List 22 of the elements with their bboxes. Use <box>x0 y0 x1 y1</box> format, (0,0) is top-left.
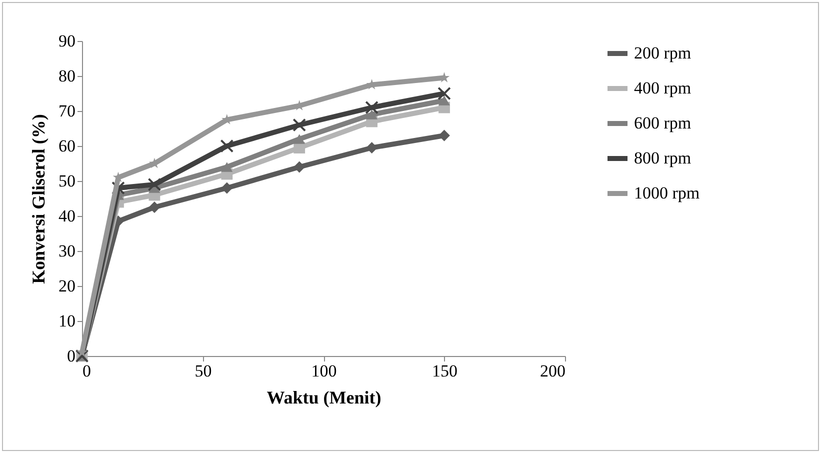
legend-label: 800 rpm <box>634 148 692 168</box>
y-tick-label: 10 <box>58 312 76 330</box>
y-tick-label: 90 <box>58 32 76 50</box>
legend-label: 600 rpm <box>634 114 692 132</box>
legend-label: 200 rpm <box>634 44 692 62</box>
y-tick-label: 20 <box>58 276 76 296</box>
x-tick-label: 200 <box>540 362 566 380</box>
x-axis-title: Waktu (Menit) <box>266 388 382 408</box>
y-tick-label: 30 <box>58 242 76 260</box>
legend-label: 1000 rpm <box>634 184 700 202</box>
x-tick-label: 150 <box>432 362 458 380</box>
y-tick-label: 70 <box>58 102 76 120</box>
y-tick-label: 50 <box>58 172 76 190</box>
y-tick-label: 0 <box>67 346 76 366</box>
x-tick-label: 0 <box>82 362 91 380</box>
y-tick-label: 80 <box>58 66 76 86</box>
legend-label: 400 rpm <box>634 78 692 98</box>
y-axis-title: Konversi Gliserol (%) <box>28 114 48 284</box>
x-tick-label: 100 <box>311 362 337 380</box>
y-tick-label: 40 <box>58 206 76 226</box>
x-tick-label: 50 <box>194 362 212 380</box>
y-tick-label: 60 <box>58 136 76 156</box>
